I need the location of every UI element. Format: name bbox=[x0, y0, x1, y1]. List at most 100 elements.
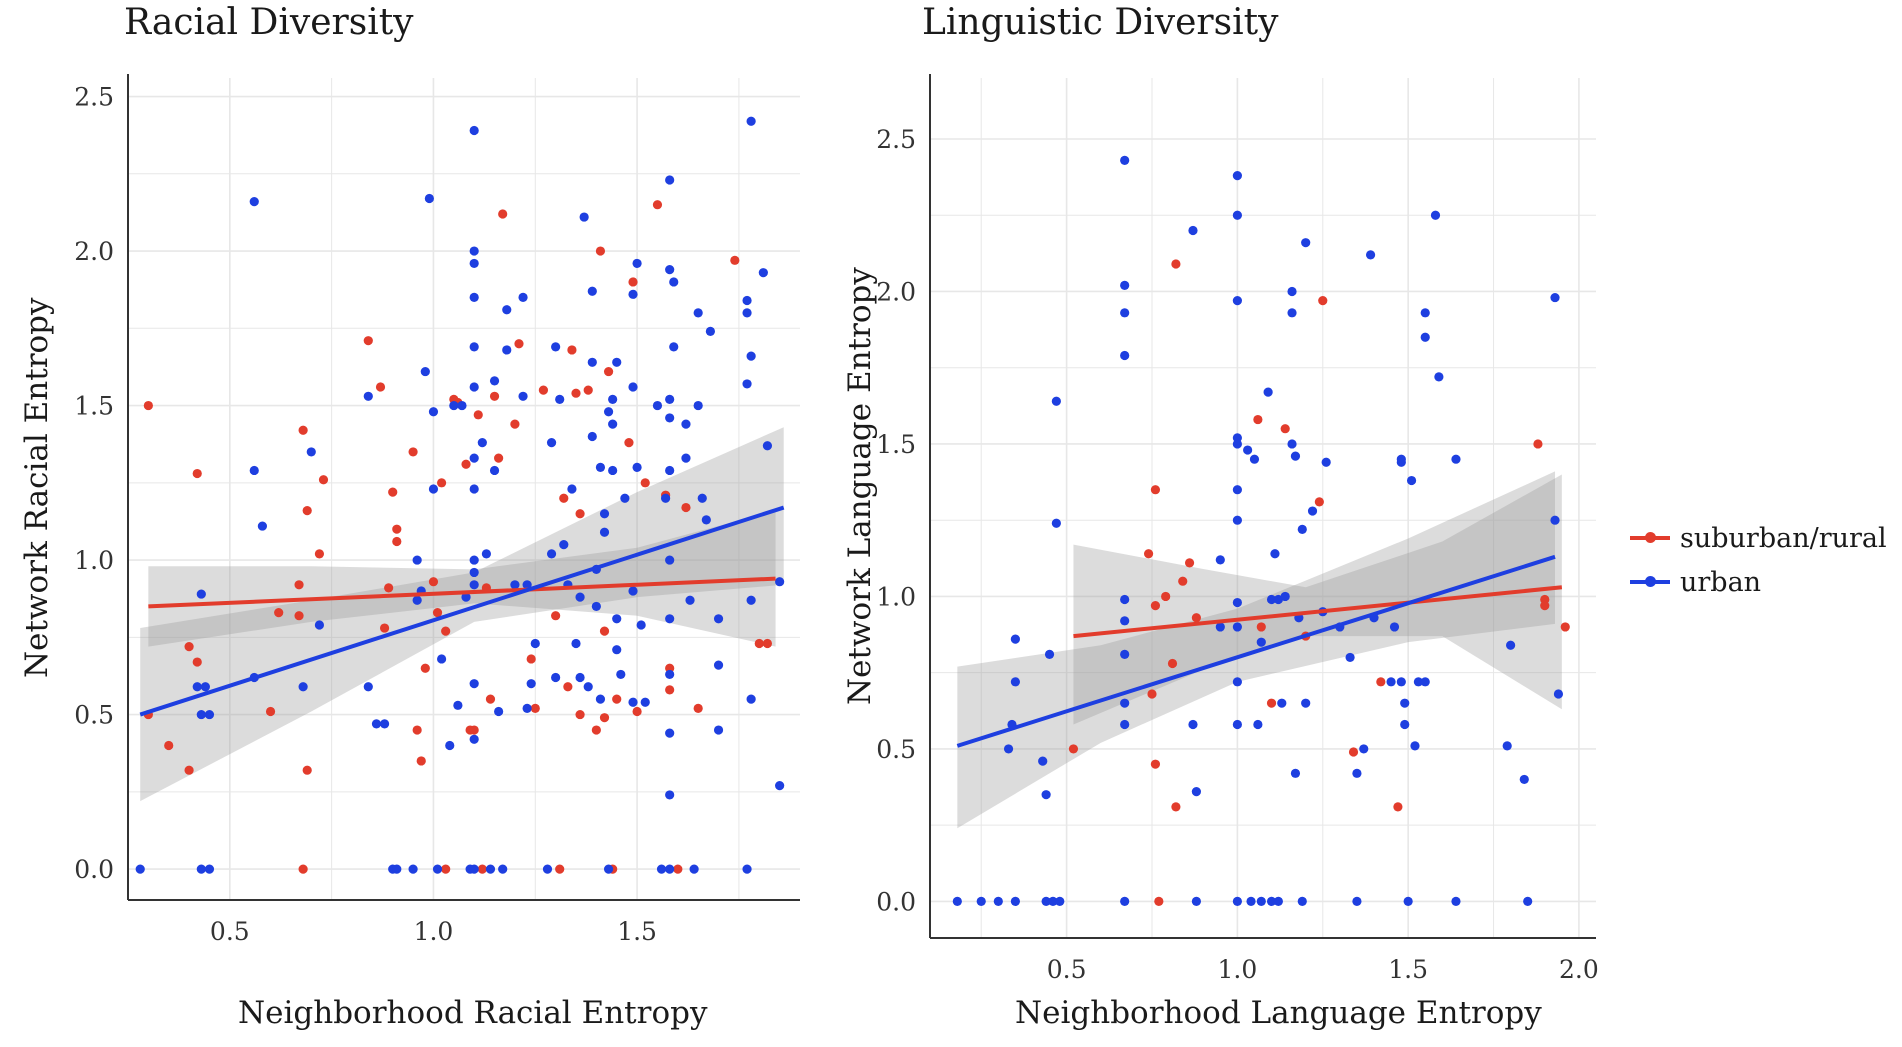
left-suburban-point bbox=[412, 725, 422, 735]
left-urban-point bbox=[575, 592, 585, 602]
left-urban-point bbox=[469, 342, 479, 352]
left-suburban-point bbox=[498, 209, 508, 219]
left-suburban-point bbox=[363, 336, 373, 346]
right-urban-point bbox=[1359, 744, 1369, 754]
right-urban-point bbox=[1249, 454, 1260, 464]
left-urban-point bbox=[135, 864, 145, 874]
left-suburban-point bbox=[624, 438, 634, 448]
left-urban-point bbox=[469, 484, 479, 494]
right-urban-point bbox=[1120, 350, 1130, 361]
right-chart-title: Linguistic Diversity bbox=[922, 2, 1279, 43]
left-suburban-point bbox=[489, 391, 500, 401]
left-urban-point bbox=[608, 394, 618, 404]
left-urban-point bbox=[428, 484, 439, 494]
left-suburban-point bbox=[510, 419, 520, 429]
right-urban-point bbox=[1420, 677, 1430, 687]
left-suburban-point bbox=[388, 487, 398, 497]
left-x-tick-label: 1.5 bbox=[617, 917, 657, 946]
right-urban-point bbox=[1232, 719, 1242, 730]
right-urban-point bbox=[1055, 896, 1065, 907]
left-suburban-point bbox=[143, 400, 153, 411]
right-urban-point bbox=[1396, 454, 1406, 464]
right-suburban-point bbox=[1314, 497, 1324, 507]
right-suburban-point bbox=[1376, 677, 1386, 687]
left-urban-point bbox=[314, 620, 325, 630]
right-x-tick-label: 0.5 bbox=[1047, 955, 1087, 984]
left-urban-point bbox=[412, 595, 422, 605]
left-suburban-point bbox=[184, 642, 194, 652]
left-urban-point bbox=[200, 682, 210, 692]
left-suburban-point bbox=[762, 638, 773, 649]
left-urban-point bbox=[530, 638, 540, 649]
left-urban-point bbox=[204, 709, 215, 720]
left-suburban-point bbox=[591, 725, 601, 735]
right-urban-point bbox=[1232, 622, 1242, 632]
left-chart-title: Racial Diversity bbox=[124, 2, 414, 43]
left-suburban-point bbox=[318, 475, 329, 485]
left-urban-point bbox=[681, 453, 691, 463]
right-urban-point bbox=[1120, 698, 1130, 708]
left-urban-point bbox=[551, 342, 561, 352]
right-urban-point bbox=[1420, 308, 1430, 318]
right-y-tick-label: 1.0 bbox=[876, 582, 916, 611]
right-urban-point bbox=[1400, 719, 1410, 730]
right-urban-point bbox=[1287, 439, 1297, 449]
left-urban-point bbox=[665, 669, 675, 680]
left-suburban-point bbox=[595, 246, 606, 256]
right-urban-point bbox=[1188, 719, 1198, 730]
right-suburban-point bbox=[1266, 698, 1277, 708]
right-urban-point bbox=[1519, 774, 1529, 785]
right-suburban-point bbox=[1540, 600, 1550, 611]
left-urban-point bbox=[424, 193, 434, 204]
right-y-tick-label: 1.5 bbox=[876, 430, 916, 459]
left-urban-point bbox=[742, 295, 752, 306]
right-urban-point bbox=[1232, 597, 1242, 608]
right-suburban-point bbox=[1348, 747, 1359, 757]
left-urban-point bbox=[306, 447, 316, 457]
left-suburban-point bbox=[294, 580, 304, 590]
right-urban-point bbox=[1120, 616, 1130, 626]
right-suburban-point bbox=[1150, 485, 1161, 495]
right-urban-point bbox=[1307, 506, 1318, 516]
left-urban-point bbox=[693, 400, 703, 411]
right-urban-point bbox=[1365, 250, 1376, 260]
left-urban-point bbox=[469, 292, 479, 303]
right-urban-point bbox=[1553, 689, 1564, 699]
left-urban-point bbox=[449, 400, 459, 411]
left-suburban-point bbox=[599, 713, 610, 723]
left-urban-point bbox=[469, 567, 479, 578]
right-suburban-fit-line bbox=[1073, 585, 1563, 639]
left-urban-point bbox=[599, 527, 610, 537]
left-urban-point bbox=[502, 345, 512, 355]
right-urban-point bbox=[1400, 698, 1410, 708]
left-urban-point bbox=[705, 326, 716, 336]
right-urban-point bbox=[1010, 677, 1020, 687]
left-urban-point bbox=[469, 679, 479, 689]
left-suburban-point bbox=[375, 382, 386, 392]
left-urban-point bbox=[363, 391, 373, 401]
left-urban-point bbox=[701, 515, 711, 525]
right-urban-point bbox=[1434, 372, 1444, 382]
left-urban-point bbox=[567, 484, 577, 494]
left-suburban-point bbox=[298, 864, 308, 874]
left-urban-point bbox=[599, 509, 610, 519]
right-urban-point bbox=[1297, 896, 1307, 907]
right-suburban-point bbox=[1256, 622, 1266, 632]
left-suburban-confidence-band bbox=[148, 510, 776, 647]
left-urban-point bbox=[546, 438, 557, 448]
left-urban-point bbox=[746, 351, 756, 361]
left-urban-point bbox=[522, 580, 532, 590]
right-urban-point bbox=[1451, 454, 1461, 464]
right-urban-point bbox=[1253, 719, 1263, 730]
left-suburban-point bbox=[494, 453, 504, 463]
left-urban-point bbox=[652, 400, 663, 411]
left-urban-point bbox=[420, 366, 430, 377]
left-urban-point bbox=[408, 864, 418, 874]
left-urban-point bbox=[489, 465, 500, 476]
left-suburban-point bbox=[461, 459, 471, 469]
right-urban-point bbox=[1120, 280, 1130, 290]
left-urban-point bbox=[713, 660, 724, 670]
right-urban-point bbox=[1044, 649, 1055, 659]
left-suburban-point bbox=[192, 468, 202, 479]
right-urban-point bbox=[1215, 555, 1225, 565]
